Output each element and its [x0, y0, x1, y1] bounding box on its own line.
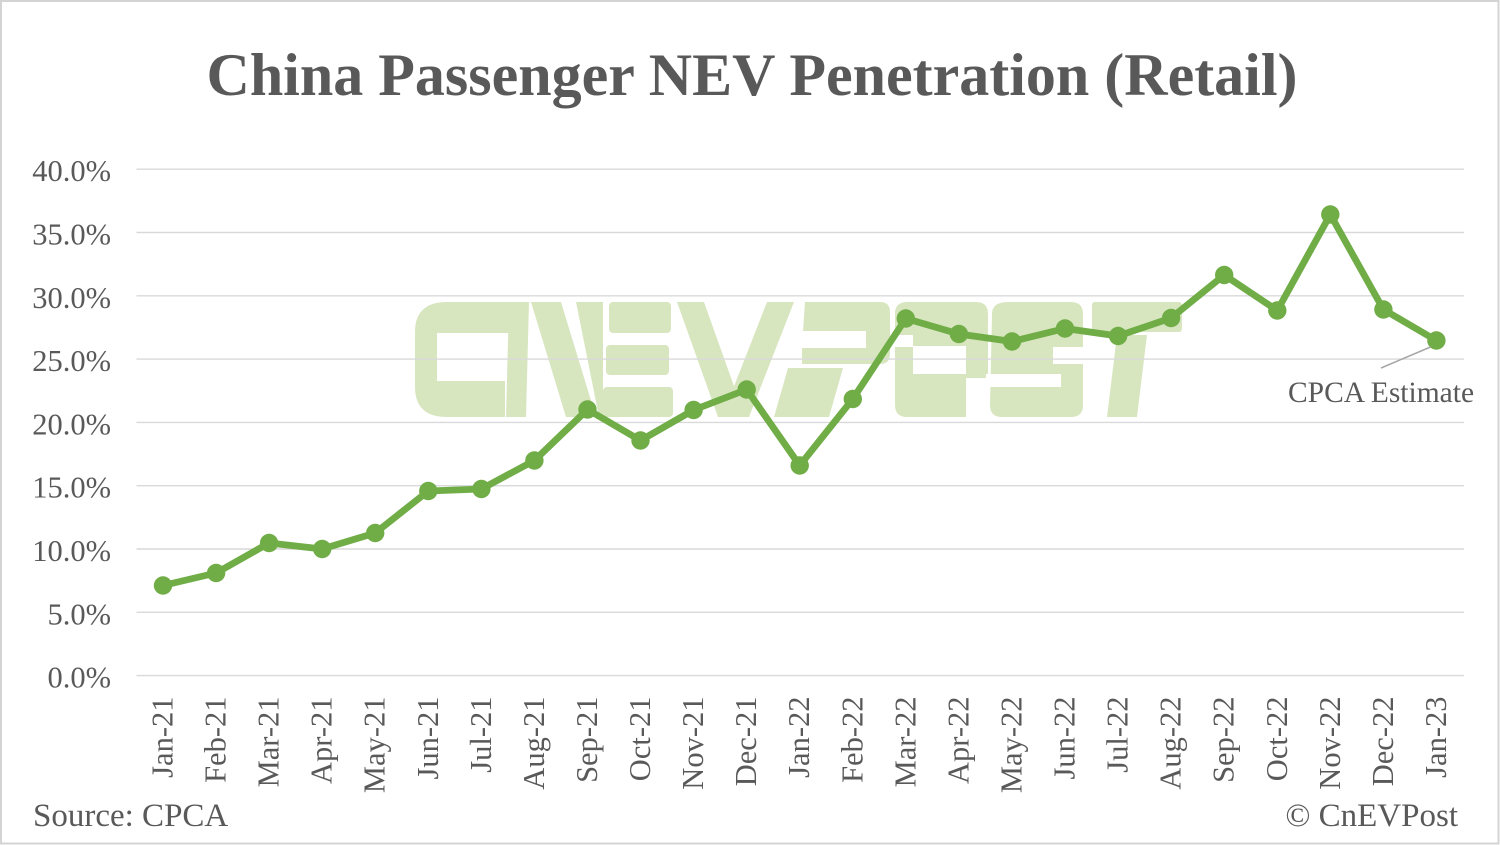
- svg-text:Dec-21: Dec-21: [729, 697, 763, 787]
- svg-text:Jan-22: Jan-22: [782, 697, 816, 778]
- svg-text:Sep-22: Sep-22: [1207, 697, 1241, 783]
- svg-text:10.0%: 10.0%: [32, 534, 111, 568]
- svg-text:Apr-22: Apr-22: [941, 697, 975, 784]
- svg-text:Dec-22: Dec-22: [1366, 697, 1400, 787]
- svg-text:May-21: May-21: [358, 697, 392, 794]
- svg-text:© CnEVPost: © CnEVPost: [1285, 798, 1458, 834]
- svg-text:China Passenger NEV Penetratio: China Passenger NEV Penetration (Retail): [206, 42, 1297, 108]
- svg-text:35.0%: 35.0%: [32, 218, 111, 252]
- svg-text:Mar-21: Mar-21: [252, 697, 286, 788]
- svg-text:Apr-21: Apr-21: [305, 697, 339, 784]
- svg-text:Jan-21: Jan-21: [146, 697, 180, 778]
- svg-text:Mar-22: Mar-22: [888, 697, 922, 788]
- svg-text:Jul-21: Jul-21: [464, 697, 498, 773]
- svg-text:Jun-22: Jun-22: [1048, 697, 1082, 780]
- svg-text:May-22: May-22: [995, 697, 1029, 794]
- svg-text:40.0%: 40.0%: [32, 154, 111, 188]
- svg-text:30.0%: 30.0%: [32, 281, 111, 315]
- svg-text:Source: CPCA: Source: CPCA: [33, 798, 228, 834]
- svg-text:Aug-22: Aug-22: [1154, 697, 1188, 790]
- svg-text:Aug-21: Aug-21: [517, 697, 551, 790]
- svg-text:Jan-23: Jan-23: [1419, 697, 1453, 778]
- svg-text:20.0%: 20.0%: [32, 407, 111, 441]
- svg-text:Feb-22: Feb-22: [835, 697, 869, 783]
- svg-text:15.0%: 15.0%: [32, 471, 111, 505]
- svg-text:CPCA Estimate: CPCA Estimate: [1288, 377, 1474, 409]
- svg-text:Feb-21: Feb-21: [199, 697, 233, 783]
- svg-text:25.0%: 25.0%: [32, 344, 111, 378]
- svg-text:Sep-21: Sep-21: [570, 697, 604, 783]
- svg-text:Jul-22: Jul-22: [1101, 697, 1135, 773]
- svg-text:Oct-22: Oct-22: [1260, 697, 1294, 782]
- svg-text:Nov-21: Nov-21: [676, 697, 710, 790]
- svg-text:0.0%: 0.0%: [47, 661, 111, 695]
- svg-text:5.0%: 5.0%: [47, 597, 111, 631]
- svg-text:Jun-21: Jun-21: [411, 697, 445, 780]
- svg-text:Nov-22: Nov-22: [1313, 697, 1347, 790]
- svg-text:Oct-21: Oct-21: [623, 697, 657, 782]
